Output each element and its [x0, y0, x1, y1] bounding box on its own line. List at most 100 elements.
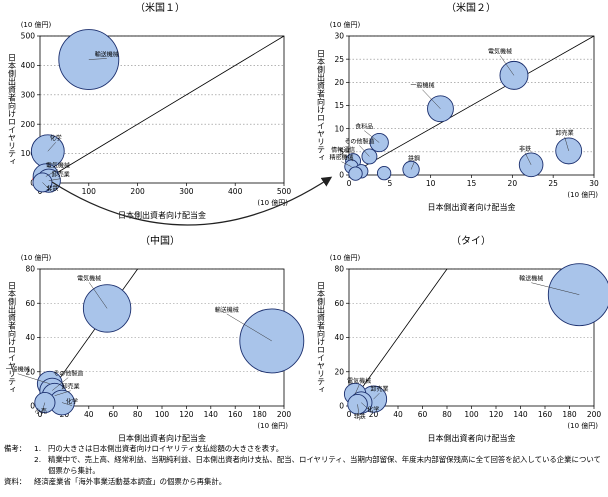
y-unit-label: (10 億円) — [330, 253, 361, 262]
bubble-label: 卸売業 — [556, 129, 574, 137]
bubble-label: 精密機械 — [329, 154, 353, 162]
x-tick-label: 0 — [38, 410, 43, 419]
x-tick-label: 200 — [130, 187, 145, 196]
x-axis-title: 日本側出資者向け配当金 — [118, 433, 206, 443]
label-leader — [341, 161, 352, 167]
y-unit-label: (10 億円) — [330, 20, 361, 29]
diagonal-line — [39, 35, 285, 184]
x-tick-label: 140 — [204, 410, 219, 419]
note-text: 円の大きさは日本側出資者向けロイヤリティ支払総額の大きさを表す。 — [48, 444, 284, 453]
bubble — [547, 263, 608, 327]
chart-thailand: （タイ） 0 20 40 60 80 100 120 140 160 180 200 0 20 40 60 80… — [317, 235, 608, 443]
y-tick-label: 25 — [334, 55, 344, 64]
bubble-label: 一般機械 — [410, 82, 434, 90]
bubble-label: 電気機械 — [77, 274, 101, 282]
label-leader — [47, 142, 56, 152]
y-tick-label: 0 — [30, 402, 35, 411]
x-tick-label: 0 — [347, 179, 352, 188]
x-tick-label: 200 — [277, 410, 292, 419]
y-tick-label: 20 — [334, 367, 344, 376]
x-tick-label: 160 — [538, 410, 553, 419]
diagonal-line — [348, 35, 595, 176]
bubble-label: 輸送機械 — [519, 275, 543, 283]
x-unit-label: (10 億円) — [567, 421, 598, 430]
source-row: 資料： 経済産業省「海外事業活動基本調査」の個票から再集計。 — [4, 476, 604, 487]
bubble — [402, 160, 420, 179]
notes-head: 備考： — [4, 444, 27, 453]
chart-us1: （米国１）01002003004005000100200300400500(10… — [8, 1, 292, 220]
x-tick-label: 140 — [513, 410, 528, 419]
bubble-label: 情報通信 — [331, 146, 355, 154]
y-unit-label: (10 億円) — [21, 253, 52, 262]
label-leader — [45, 169, 58, 177]
label-leader — [359, 145, 370, 157]
bubble-label: 卸売業 — [52, 171, 70, 179]
label-leader — [361, 402, 374, 414]
plot-frame — [39, 35, 285, 184]
bubble-label: 電気機械 — [46, 162, 70, 170]
bubble-label: 非鉄 — [519, 145, 531, 153]
x-tick-label: 400 — [228, 187, 243, 196]
y-tick-label: 80 — [25, 265, 35, 274]
bubble-label: 小売 — [35, 408, 47, 416]
bubble-label: 化学 — [50, 134, 62, 142]
bubble-label: 化学 — [367, 406, 379, 414]
x-unit-label: (10 億円) — [257, 421, 288, 430]
x-tick-label: 40 — [393, 410, 403, 419]
bubble — [348, 166, 363, 181]
label-leader — [364, 130, 380, 143]
label-leader — [531, 282, 580, 295]
note-number: 2. — [34, 455, 42, 464]
x-tick-label: 15 — [467, 179, 477, 188]
y-tick-label: 200 — [21, 120, 36, 129]
source-text: 経済産業省「海外事業活動基本調査」の個票から再集計。 — [34, 477, 227, 486]
label-leader — [88, 58, 107, 60]
x-tick-label: 25 — [548, 179, 558, 188]
x-tick-label: 160 — [228, 410, 243, 419]
x-tick-label: 100 — [155, 410, 170, 419]
label-leader — [524, 152, 532, 165]
label-leader — [88, 282, 108, 309]
x-tick-label: 80 — [442, 410, 452, 419]
chart-us2: （米国２） 0 5 10 15 20 25 30 0 5 10 15 20 25 30 (10 億円) (10 … — [317, 1, 599, 212]
source-head: 資料： — [4, 477, 27, 486]
bubble — [376, 166, 392, 181]
note-row-2: 2. 精業中で、売上高、経常利益、当期純利益、日本側出資者向け支払、配当、ロイヤ… — [4, 454, 604, 476]
chart-title: （中国） — [140, 234, 180, 247]
label-leader — [48, 178, 61, 181]
x-tick-label: 180 — [562, 410, 577, 419]
bubble-label: その他製造 — [344, 137, 374, 145]
x-tick-label: 10 — [426, 179, 436, 188]
label-leader — [52, 377, 69, 391]
y-axis-title: 日本側出資者向けロイヤリティ — [317, 50, 326, 162]
bubble — [347, 394, 368, 415]
y-tick-label: 30 — [334, 32, 344, 41]
bubble-label: 電気機械 — [488, 47, 512, 55]
bubble-label: 一般機械 — [6, 366, 30, 374]
note-text: 精業中で、売上高、経常利益、当期純利益、日本側出資者向け支払、配当、ロイヤリティ… — [48, 455, 601, 475]
label-leader — [373, 392, 380, 400]
x-tick-label: 300 — [179, 187, 194, 196]
x-tick-label: 80 — [133, 410, 143, 419]
x-tick-label: 120 — [179, 410, 194, 419]
label-leader — [357, 404, 360, 421]
y-axis-title: 日本側出資者向けロイヤリティ — [8, 282, 17, 394]
x-tick-label: 100 — [82, 187, 97, 196]
y-tick-label: 80 — [334, 265, 344, 274]
x-tick-label: 5 — [387, 179, 392, 188]
chart-title: （米国１） — [135, 1, 185, 14]
y-tick-label: 60 — [334, 299, 344, 308]
note-row-1: 備考： 1. 円の大きさは日本側出資者向けロイヤリティ支払総額の大きさを表す。 — [4, 443, 604, 454]
x-tick-label: 30 — [589, 179, 599, 188]
y-tick-label: 100 — [21, 149, 36, 158]
bubble-label: 電気機械 — [347, 377, 371, 385]
bubble-label: 卸売業 — [62, 383, 80, 391]
bubble-label: その他製造 — [53, 370, 83, 378]
bubble-label: 食料品 — [355, 123, 373, 131]
bubble-label: 卸売業 — [370, 385, 388, 393]
y-tick-label: 20 — [25, 367, 35, 376]
notes: 備考： 1. 円の大きさは日本側出資者向けロイヤリティ支払総額の大きさを表す。 … — [4, 443, 604, 487]
y-tick-label: 10 — [334, 124, 344, 133]
y-tick-label: 5 — [339, 147, 344, 156]
y-tick-label: 0 — [339, 402, 344, 411]
